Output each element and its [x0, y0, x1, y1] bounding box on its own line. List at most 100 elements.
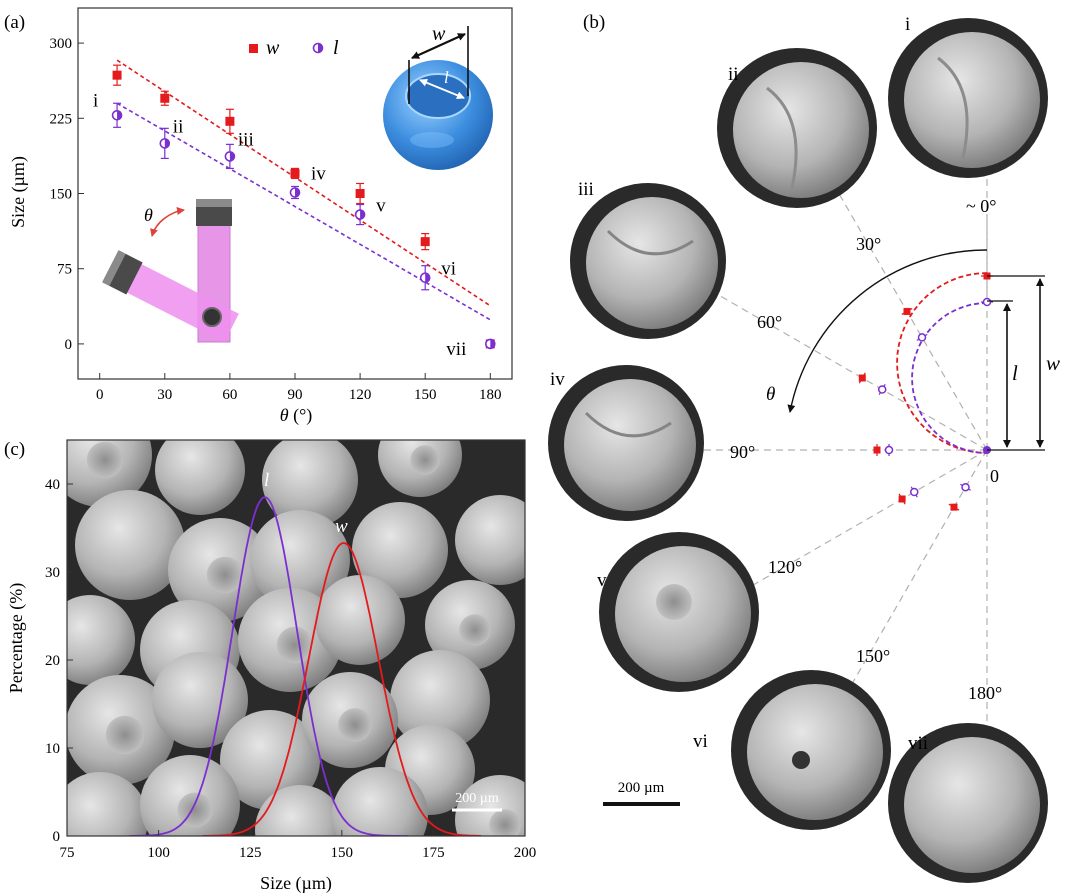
- sample-label: iii: [238, 129, 254, 150]
- legend-w-label: w: [266, 37, 280, 59]
- panel-c: (c) 75 100 125 150 175 200 0 10 20 30 40 Percentag…: [4, 439, 536, 894]
- sem-image-i: [888, 18, 1048, 178]
- polar-point-w: [873, 446, 881, 454]
- sem-image-ii: [717, 48, 877, 208]
- c-x-tick-label: 125: [239, 845, 262, 861]
- a-x-tick-label: 30: [157, 387, 172, 403]
- sem-image-iv: [548, 365, 704, 521]
- panel-c-x-axis-title: Size (µm): [260, 873, 332, 894]
- sem-particle: [155, 440, 245, 515]
- sem-particle: [220, 710, 320, 810]
- sem-particle: [75, 490, 185, 600]
- polar-point-l: [877, 385, 887, 394]
- a-y-tick-label: 150: [50, 187, 73, 203]
- data-point-l-fill: [490, 339, 495, 349]
- sample-label: vii: [446, 339, 466, 360]
- c-x-tick-label: 150: [331, 845, 354, 861]
- polar-curve-l: [911, 302, 988, 454]
- data-point-w: [160, 93, 170, 103]
- polar-point-w: [858, 374, 866, 382]
- c-y-tick-label: 10: [45, 741, 60, 757]
- theta-sweep-arrow: [787, 249, 988, 413]
- polar-point-l: [917, 333, 927, 342]
- a-x-tick-label: 0: [96, 387, 104, 403]
- sem-particle-hole: [792, 751, 810, 769]
- polar-point-w: [903, 307, 911, 315]
- a-x-tick-label: 60: [222, 387, 237, 403]
- sem-particle-fold: [606, 229, 694, 256]
- polar-point-l: [884, 445, 894, 455]
- tilted-tube-cap-end: [102, 250, 126, 286]
- sem-particle-dimple: [410, 445, 440, 475]
- bowl-particle-inset: w l: [383, 23, 493, 170]
- c-y-tick-label: 0: [53, 829, 61, 845]
- c-y-tick-label: 30: [45, 565, 60, 581]
- sem-particle-fold: [584, 411, 672, 438]
- curve-w-label: w: [335, 516, 348, 537]
- data-point-w: [225, 116, 235, 126]
- a-y-tick-label: 225: [50, 111, 73, 127]
- sem-particle: [315, 575, 405, 665]
- data-point-w: [112, 70, 122, 80]
- panel-a-legend: w l: [249, 37, 339, 59]
- bowl-l-arrow: [419, 78, 465, 100]
- sample-label: v: [376, 196, 386, 217]
- data-point-l-fill: [117, 110, 122, 120]
- panel-c-scalebar-label: 200 µm: [455, 791, 499, 806]
- sem-particle: [390, 650, 490, 750]
- l-dimension-label: l: [1012, 361, 1018, 385]
- polar-point-l: [961, 482, 970, 492]
- a-x-tick-label: 150: [414, 387, 437, 403]
- sem-label: vii: [908, 733, 928, 754]
- panel-b-label: (b): [583, 12, 605, 33]
- sem-image-vii: [888, 723, 1048, 883]
- polar-origin-label: 0: [990, 466, 999, 486]
- tube-theta-label: θ: [144, 205, 153, 225]
- polar-point-l: [910, 487, 919, 497]
- legend-l-label: l: [333, 37, 339, 59]
- sem-particle-dimple: [489, 809, 521, 836]
- sem-particle: [152, 652, 248, 748]
- polar-guide-120: [666, 449, 988, 636]
- data-point-l-fill: [164, 138, 170, 148]
- polar-guide-lines: [617, 80, 988, 820]
- panel-a-y-axis-title: Size (µm): [8, 156, 29, 228]
- panel-a-label: (a): [4, 12, 25, 33]
- tube-droplet: [202, 307, 222, 327]
- sample-label: iv: [311, 163, 326, 184]
- polar-angle-label: 150°: [856, 646, 890, 666]
- panel-a-x-axis-title: θ (°): [280, 405, 313, 426]
- sample-label: ii: [173, 116, 184, 137]
- data-point-w: [420, 237, 430, 247]
- sem-particle: [904, 737, 1040, 873]
- tube-rotation-arrow: [150, 207, 185, 237]
- tube-inset: θ: [102, 199, 239, 343]
- panel-a-data-points: [111, 64, 496, 350]
- panel-c-sem-background: [67, 440, 525, 836]
- panel-a-axes: 0 30 60 90 120 150 180 0 75 150 225 300: [50, 36, 502, 403]
- polar-guide-60: [666, 264, 988, 451]
- sem-particle: [747, 684, 883, 820]
- sem-particle: [67, 595, 135, 685]
- polar-angle-label: 120°: [768, 557, 802, 577]
- sem-label: iii: [578, 179, 594, 200]
- sem-image-v: [599, 532, 759, 692]
- polar-guide-150: [801, 449, 988, 771]
- panel-a-fit-lines: [116, 59, 491, 321]
- sem-particle-dimple: [206, 556, 244, 594]
- panel-b-scalebar-label: 200 µm: [618, 780, 665, 796]
- sem-label: ii: [728, 64, 739, 85]
- polar-angle-label: 60°: [757, 312, 782, 332]
- tilted-tube-cap: [102, 250, 143, 295]
- distribution-curves: [129, 496, 481, 836]
- x-axis-unit: (°): [289, 405, 313, 426]
- panel-c-frame: [66, 439, 526, 837]
- sem-label: vi: [693, 731, 708, 752]
- polar-angle-labels: ~ 0° 30° 60° 90° 120° 150° 180°: [730, 196, 1002, 703]
- sem-particle: [904, 32, 1040, 168]
- vertical-tube-cap-top: [196, 199, 232, 207]
- bowl-w-label: w: [432, 23, 446, 45]
- sem-particle: [262, 440, 358, 528]
- panel-a: (a) 0 30 60 90 120 150 180 0 75 150 225 300 Size (µ…: [4, 7, 513, 426]
